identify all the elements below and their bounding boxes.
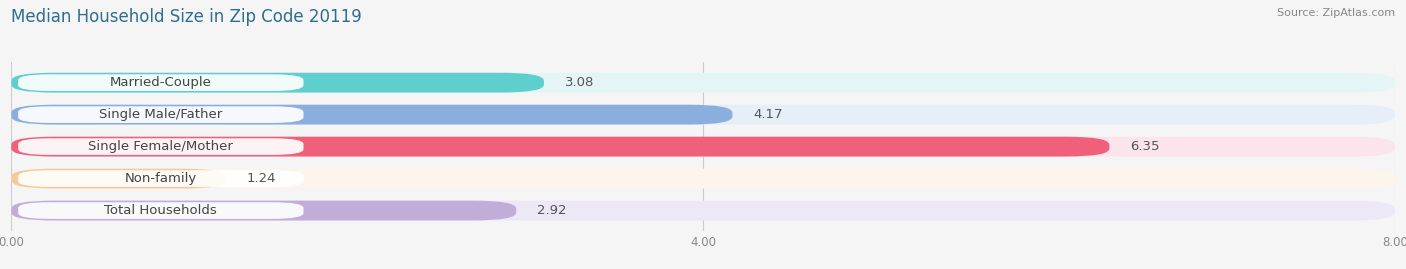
FancyBboxPatch shape	[11, 105, 733, 125]
Text: 1.24: 1.24	[246, 172, 276, 185]
FancyBboxPatch shape	[11, 137, 1395, 157]
Text: Married-Couple: Married-Couple	[110, 76, 212, 89]
FancyBboxPatch shape	[18, 138, 304, 155]
Text: 6.35: 6.35	[1130, 140, 1160, 153]
FancyBboxPatch shape	[18, 74, 304, 91]
Text: Non-family: Non-family	[125, 172, 197, 185]
FancyBboxPatch shape	[18, 170, 304, 187]
Text: 3.08: 3.08	[565, 76, 593, 89]
FancyBboxPatch shape	[11, 201, 516, 221]
FancyBboxPatch shape	[11, 169, 226, 189]
FancyBboxPatch shape	[11, 169, 1395, 189]
Text: 4.17: 4.17	[754, 108, 783, 121]
FancyBboxPatch shape	[11, 201, 1395, 221]
Text: Median Household Size in Zip Code 20119: Median Household Size in Zip Code 20119	[11, 8, 361, 26]
FancyBboxPatch shape	[18, 202, 304, 219]
FancyBboxPatch shape	[11, 73, 544, 93]
Text: Single Male/Father: Single Male/Father	[100, 108, 222, 121]
Text: Single Female/Mother: Single Female/Mother	[89, 140, 233, 153]
Text: Source: ZipAtlas.com: Source: ZipAtlas.com	[1277, 8, 1395, 18]
FancyBboxPatch shape	[11, 105, 1395, 125]
FancyBboxPatch shape	[11, 137, 1109, 157]
Text: 2.92: 2.92	[537, 204, 567, 217]
FancyBboxPatch shape	[18, 106, 304, 123]
FancyBboxPatch shape	[11, 73, 1395, 93]
Text: Total Households: Total Households	[104, 204, 217, 217]
